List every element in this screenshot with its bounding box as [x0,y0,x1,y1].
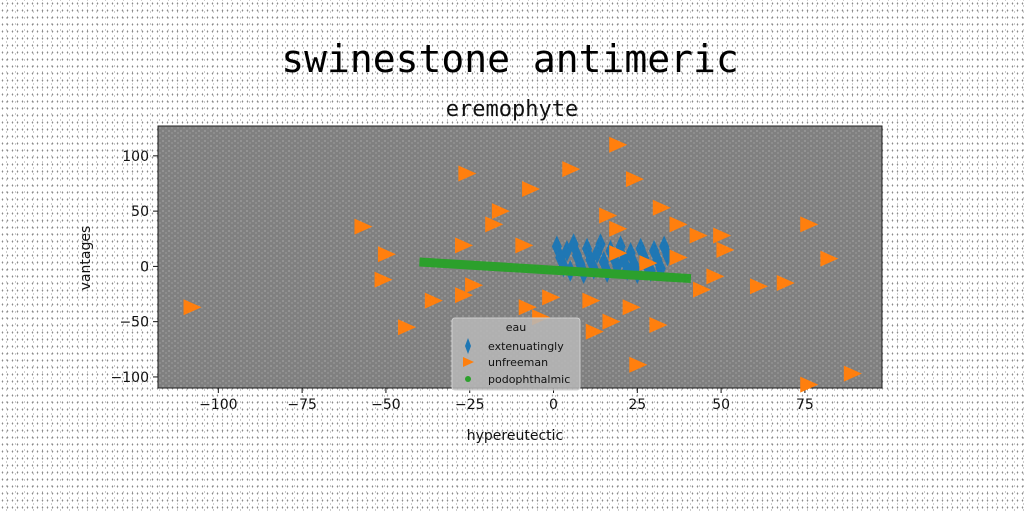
unfreeman-point [609,220,628,237]
y-tick-label: 0 [140,259,149,275]
x-tick-label: −25 [455,397,485,413]
unfreeman-point [465,277,484,294]
legend: eau extenuatingly unfreeman podophthalmi… [451,317,581,391]
unfreeman-point [716,241,735,258]
x-tick-label: 25 [628,397,646,413]
y-tick-label: 50 [131,204,149,220]
chart-title: swinestone antimeric [281,37,739,81]
legend-label-podophthalmic: podophthalmic [488,373,570,386]
unfreeman-point [599,207,618,224]
unfreeman-point [609,136,628,153]
x-axis-label: hypereutectic [467,428,563,444]
chart-subtitle: eremophyte [446,97,578,122]
unfreeman-point [542,289,561,306]
plot-marks [183,136,862,393]
y-tick-label: 100 [122,149,149,165]
unfreeman-point [669,216,688,233]
unfreeman-point [518,299,537,316]
unfreeman-point [652,199,671,216]
y-axis: −100 −50 0 50 100 [111,149,158,386]
unfreeman-point [398,319,417,336]
unfreeman-point [354,218,373,235]
unfreeman-point [713,227,732,244]
x-tick-label: −75 [287,397,317,413]
unfreeman-point [602,313,621,330]
unfreeman-point [458,165,477,182]
unfreeman-point [183,299,202,316]
unfreeman-point [374,271,393,288]
unfreeman-point [843,365,862,382]
unfreeman-point [562,161,581,178]
y-axis-label: vantages [78,226,94,291]
x-tick-label: −50 [371,397,401,413]
unfreeman-point [706,268,725,285]
unfreeman-point [820,250,839,267]
unfreeman-point [689,227,708,244]
unfreeman-point [639,255,658,272]
unfreeman-point [629,356,648,373]
unfreeman-point [522,181,541,198]
unfreeman-point [669,249,688,266]
unfreeman-point [649,316,668,333]
unfreeman-point [749,278,768,295]
unfreeman-point [585,323,604,340]
unfreeman-point [625,171,644,188]
unfreeman-point [800,216,819,233]
legend-marker-podophthalmic [465,376,471,382]
unfreeman-point [491,203,510,220]
unfreeman-point [455,287,474,304]
x-tick-label: −100 [199,397,237,413]
legend-marker-extenuatingly [465,338,471,354]
legend-title: eau [506,321,526,334]
x-tick-label: 75 [796,397,814,413]
x-axis: −100 −75 −50 −25 0 25 50 75 [199,388,814,413]
unfreeman-point [485,216,504,233]
unfreeman-point [424,292,443,309]
y-tick-label: −50 [119,315,149,331]
unfreeman-point [800,376,819,393]
extenuatingly-point [595,233,606,256]
unfreeman-point [622,299,641,316]
unfreeman-point [776,274,795,291]
unfreeman-point [693,281,711,298]
y-tick-label: −100 [111,370,149,386]
legend-box [451,317,581,391]
legend-label-extenuatingly: extenuatingly [488,340,564,353]
legend-label-unfreeman: unfreeman [488,356,548,369]
unfreeman-point [515,237,534,254]
x-tick-label: 0 [549,397,558,413]
unfreeman-point [377,246,396,263]
x-tick-label: 50 [712,397,730,413]
unfreeman-point [609,245,628,262]
podophthalmic-line [419,257,692,284]
unfreeman-point [582,292,601,309]
legend-marker-unfreeman [463,357,474,367]
unfreeman-point [455,237,474,254]
